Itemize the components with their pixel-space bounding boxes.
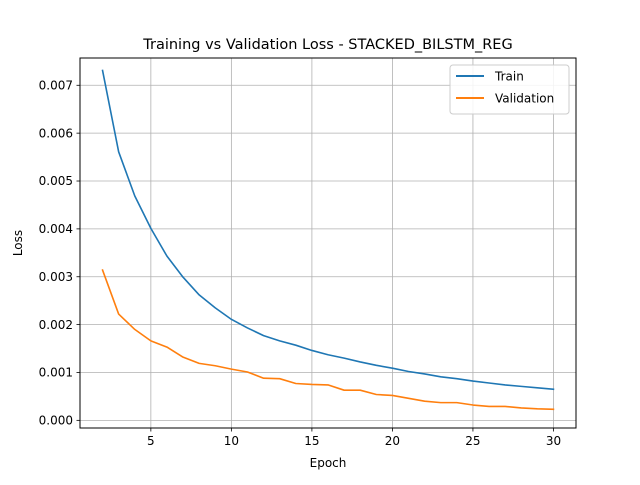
legend-box [449,64,570,115]
x-tick-label: 15 [304,434,319,448]
y-tick-label: 0.005 [39,174,73,188]
x-axis-label: Epoch [310,456,347,470]
series-line-validation [101,269,555,411]
x-tick-label: 25 [465,434,480,448]
y-tick-label: 0.003 [39,270,73,284]
plot-frame [79,57,577,429]
y-tick-label: 0.006 [39,126,73,140]
y-tick-label: 0.004 [39,222,73,236]
x-tick-label: 5 [147,434,155,448]
y-tick-label: 0.001 [39,366,73,380]
y-tick-label: 0.007 [39,78,73,92]
axis-ticks: 5 10 15 20 25 30 0.000 0.001 0.002 0.003 0.004 0.00… [39,78,561,448]
y-tick-label: 0.002 [39,318,73,332]
legend-label-train: Train [494,70,524,84]
y-tick-label: 0.000 [39,414,73,428]
x-tick-label: 10 [224,434,239,448]
y-axis-label: Loss [11,230,25,256]
x-tick-label: 20 [385,434,400,448]
x-tick-label: 30 [546,434,561,448]
grid [80,58,576,428]
chart-title: Training vs Validation Loss - STACKED_BI… [142,37,512,53]
legend-label-validation: Validation [495,92,554,106]
series-lines [101,69,555,411]
series-line-train [101,69,555,391]
legend: Train Validation [449,64,570,115]
